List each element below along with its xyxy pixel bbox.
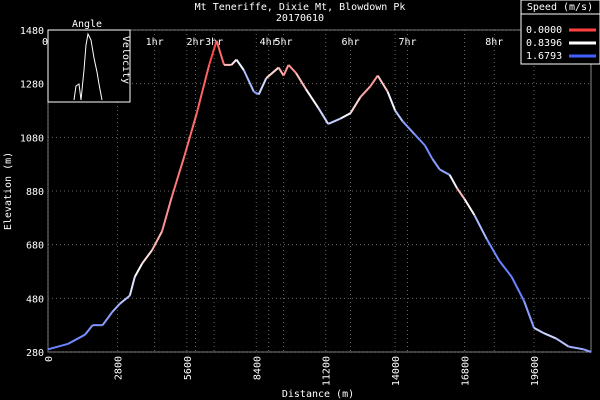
x-tick-label: 14000 xyxy=(391,356,402,386)
time-tick-label: 4hr xyxy=(260,37,278,48)
track-segment xyxy=(340,112,351,120)
track-segment xyxy=(215,40,225,66)
track-segment xyxy=(543,332,557,340)
track-segment xyxy=(171,155,186,197)
time-tick-label: 5hr xyxy=(275,37,293,48)
track-segment xyxy=(84,324,94,336)
y-tick-label: 880 xyxy=(26,187,44,198)
track-segment xyxy=(151,230,163,251)
track-segment xyxy=(141,249,153,265)
track-segment xyxy=(295,72,307,90)
grid xyxy=(47,29,591,353)
track-segment xyxy=(195,64,211,114)
series-line xyxy=(47,40,592,353)
y-tick-label: 1480 xyxy=(20,26,44,37)
track-segment xyxy=(128,276,136,296)
time-tick-label: 1hr xyxy=(146,37,164,48)
x-axis-label: Distance (m) xyxy=(282,389,354,400)
track-segment xyxy=(235,58,245,71)
track-segment xyxy=(463,198,476,216)
track-segment xyxy=(568,345,584,351)
track-segment xyxy=(439,168,451,176)
track-segment xyxy=(376,75,389,93)
track-segment xyxy=(265,66,280,80)
x-tick-label: 5600 xyxy=(183,356,194,380)
time-tick-label: 2hr xyxy=(186,37,204,48)
legend: Speed (m/s) 0.0000 0.8396 1.6793 xyxy=(520,0,600,65)
track-segment xyxy=(523,300,535,329)
track-segment xyxy=(359,85,372,98)
chart-subtitle: 20170610 xyxy=(276,13,324,24)
track-segment xyxy=(533,326,545,335)
x-tick-label: 2800 xyxy=(113,356,124,380)
track-segment xyxy=(555,337,570,348)
y-axis-ticks: 280 480 680 880 1080 1280 1480 xyxy=(20,26,44,359)
track-segment xyxy=(386,91,397,111)
track-segment xyxy=(424,144,434,160)
inset-title: Angle xyxy=(72,19,102,30)
legend-entry-label: 0.0000 xyxy=(526,25,562,36)
track-segment xyxy=(498,260,513,278)
inset-curve xyxy=(73,32,103,101)
inset-ylabel: Velocity xyxy=(120,36,131,84)
x-tick-label: 19600 xyxy=(530,356,541,386)
plot-area: 0 2800 5600 8400 11200 14000 16800 19600 280 480… xyxy=(20,26,592,386)
track-segment xyxy=(119,294,131,305)
track-segment xyxy=(183,112,198,157)
track-segment xyxy=(305,88,320,109)
track-segment xyxy=(161,196,173,232)
track-segment xyxy=(414,133,426,147)
y-tick-label: 1280 xyxy=(20,80,44,91)
y-tick-label: 280 xyxy=(26,348,44,359)
time-tick-label: 3hr xyxy=(205,37,223,48)
legend-entry-label: 1.6793 xyxy=(526,51,562,62)
x-tick-label: 16800 xyxy=(461,356,472,386)
x-tick-label: 11200 xyxy=(322,356,333,386)
legend-entry-label: 0.8396 xyxy=(526,38,562,49)
legend-box xyxy=(520,0,600,65)
x-axis-ticks: 0 2800 5600 8400 11200 14000 16800 19600 xyxy=(44,356,541,386)
y-tick-label: 480 xyxy=(26,294,44,305)
track-segment xyxy=(510,276,525,302)
x-tick-label: 8400 xyxy=(252,356,263,380)
y-axis-label: Elevation (m) xyxy=(3,152,14,230)
chart-title: Mt Teneriffe, Dixie Mt, Blowdown Pk xyxy=(195,2,406,13)
legend-entries: 0.0000 0.8396 1.6793 xyxy=(526,25,596,62)
track-segment xyxy=(47,342,69,351)
x-tick-label: 0 xyxy=(44,356,55,362)
track-segment xyxy=(287,64,297,74)
track-segment xyxy=(257,77,268,95)
track-segment xyxy=(448,174,458,189)
track-segment xyxy=(369,75,379,87)
inset-panel: Angle Velocity xyxy=(47,19,131,103)
track-segment xyxy=(327,117,341,125)
y-tick-label: 1080 xyxy=(20,133,44,144)
track-segment xyxy=(431,158,441,171)
track-segment xyxy=(111,303,121,313)
track-segment xyxy=(133,262,144,278)
inset-frame xyxy=(47,29,131,103)
track-segment xyxy=(208,40,218,66)
track-segment xyxy=(230,58,238,66)
track-segment xyxy=(349,96,362,114)
track-segment xyxy=(317,107,330,125)
track-segment xyxy=(401,120,416,136)
track-segment xyxy=(456,187,466,200)
track-segment xyxy=(242,69,255,93)
time-tick-label: 8hr xyxy=(485,37,503,48)
time-tick-label: 7hr xyxy=(398,37,416,48)
track-segment xyxy=(583,348,592,353)
track-segment xyxy=(101,311,114,326)
track-segment xyxy=(67,333,86,345)
track-segment xyxy=(485,238,501,262)
legend-title: Speed (m/s) xyxy=(527,2,593,13)
y-tick-label: 680 xyxy=(26,241,44,252)
time-tick-label: 6hr xyxy=(341,37,359,48)
track-segment xyxy=(473,214,488,240)
track-segment xyxy=(394,109,404,122)
track-segment xyxy=(282,64,290,77)
track-segment xyxy=(277,67,285,77)
